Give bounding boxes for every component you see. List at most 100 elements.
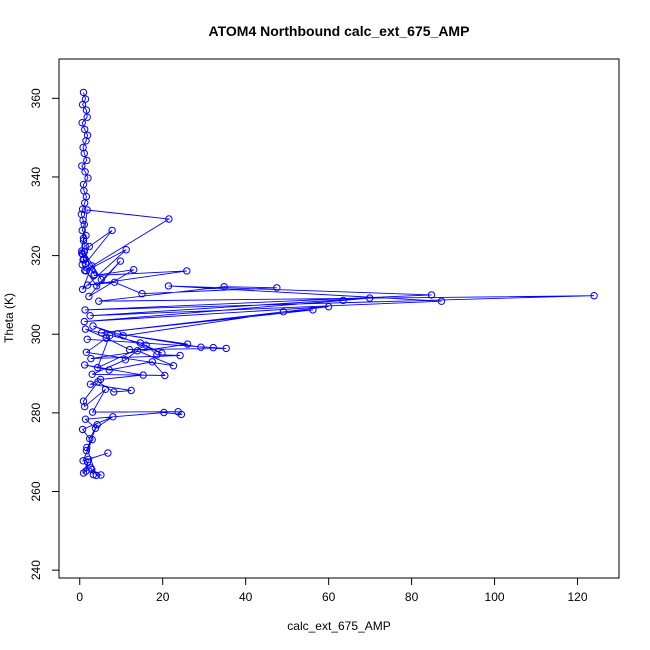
data-point bbox=[125, 345, 134, 354]
data-point bbox=[81, 168, 89, 176]
data-point bbox=[83, 206, 91, 214]
data-point bbox=[161, 371, 169, 380]
data-point bbox=[309, 306, 317, 314]
data-point bbox=[84, 174, 92, 182]
data-point bbox=[82, 106, 91, 114]
data-point bbox=[183, 267, 191, 275]
data-point bbox=[79, 256, 87, 264]
data-point bbox=[89, 322, 97, 330]
x-axis: 0 20 40 60 80 100 120 bbox=[76, 577, 588, 604]
data-point bbox=[105, 366, 113, 374]
data-point bbox=[130, 266, 138, 274]
y-axis-label: Theta (K) bbox=[2, 293, 16, 343]
data-point bbox=[92, 471, 101, 480]
data-point bbox=[83, 458, 92, 466]
data-point bbox=[85, 242, 94, 251]
chart-title: ATOM4 Northbound calc_ext_675_AMP bbox=[209, 23, 470, 39]
data-point bbox=[78, 205, 87, 213]
data-point bbox=[79, 236, 88, 245]
data-point bbox=[110, 388, 118, 396]
data-point bbox=[82, 137, 90, 145]
data-point bbox=[197, 343, 205, 351]
data-point bbox=[83, 113, 91, 121]
data-point bbox=[222, 344, 230, 353]
data-point bbox=[109, 413, 117, 421]
data-point bbox=[81, 361, 89, 369]
data-point bbox=[95, 297, 103, 305]
data-point bbox=[108, 226, 116, 235]
data-point bbox=[91, 424, 100, 432]
data-point bbox=[96, 375, 105, 384]
plot-frame bbox=[58, 58, 620, 579]
data-point bbox=[133, 347, 142, 355]
data-point bbox=[366, 294, 374, 302]
data-point bbox=[81, 306, 89, 314]
data-point bbox=[273, 284, 281, 292]
x-tick-label: 80 bbox=[405, 590, 419, 604]
data-point bbox=[104, 449, 112, 457]
x-tick-label: 40 bbox=[239, 590, 253, 604]
data-point bbox=[83, 335, 91, 343]
data-point bbox=[78, 100, 87, 109]
data-point bbox=[78, 425, 87, 434]
data-point bbox=[82, 348, 91, 356]
y-tick-label: 260 bbox=[29, 481, 43, 501]
data-point bbox=[81, 125, 89, 134]
data-point bbox=[220, 283, 228, 291]
y-tick-label: 280 bbox=[29, 403, 43, 423]
data-point bbox=[80, 149, 89, 158]
data-point bbox=[79, 397, 88, 405]
data-point bbox=[153, 351, 161, 359]
data-point bbox=[177, 410, 186, 419]
data-point bbox=[160, 408, 168, 417]
data-point bbox=[122, 246, 130, 254]
data-point bbox=[88, 435, 96, 444]
data-point bbox=[86, 312, 94, 320]
y-tick-label: 340 bbox=[29, 167, 43, 187]
data-point bbox=[158, 349, 166, 357]
data-point bbox=[89, 470, 98, 479]
data-point bbox=[88, 262, 96, 270]
y-tick-label: 360 bbox=[29, 88, 43, 108]
x-axis-label: calc_ext_675_AMP bbox=[287, 619, 390, 633]
data-point bbox=[82, 267, 90, 275]
data-point bbox=[78, 226, 86, 235]
data-point bbox=[78, 119, 86, 127]
data-series bbox=[77, 88, 598, 480]
data-point bbox=[79, 469, 88, 477]
y-tick-label: 240 bbox=[29, 560, 43, 580]
x-tick-label: 0 bbox=[76, 590, 83, 604]
data-point bbox=[78, 162, 86, 170]
data-point bbox=[116, 257, 125, 265]
data-point bbox=[93, 421, 101, 429]
data-point bbox=[83, 443, 91, 452]
data-point bbox=[83, 281, 92, 289]
data-point bbox=[138, 290, 146, 298]
data-point bbox=[101, 385, 110, 393]
data-point bbox=[113, 330, 122, 338]
data-point bbox=[83, 131, 92, 140]
data-point bbox=[80, 317, 89, 326]
data-point bbox=[79, 457, 87, 465]
data-point bbox=[97, 471, 105, 479]
data-point bbox=[82, 446, 91, 455]
data-point bbox=[81, 415, 90, 423]
data-point bbox=[80, 248, 89, 256]
data-point bbox=[324, 303, 333, 311]
data-point bbox=[87, 464, 95, 472]
data-point bbox=[88, 465, 96, 474]
data-point bbox=[81, 95, 90, 103]
data-point bbox=[209, 343, 218, 352]
data-point bbox=[176, 351, 184, 360]
data-point bbox=[98, 329, 106, 337]
data-point bbox=[339, 296, 347, 305]
data-point bbox=[78, 285, 87, 294]
data-point bbox=[81, 199, 89, 207]
data-point bbox=[88, 370, 96, 378]
data-point bbox=[110, 278, 119, 286]
x-tick-label: 100 bbox=[485, 590, 505, 604]
data-point bbox=[169, 362, 178, 370]
data-point bbox=[79, 88, 88, 97]
x-tick-label: 60 bbox=[322, 590, 336, 604]
